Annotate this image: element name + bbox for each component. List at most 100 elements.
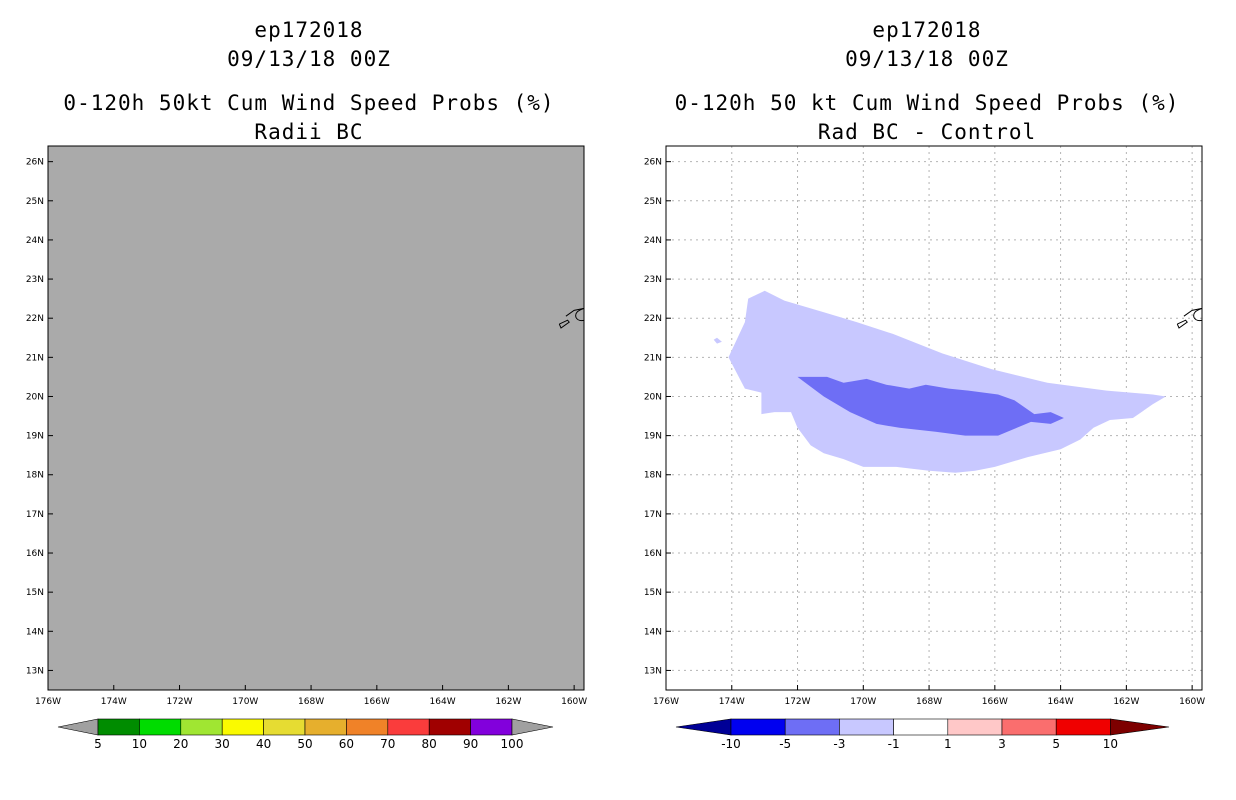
colorbar-label: 1 xyxy=(944,737,952,751)
x-tick-label: 170W xyxy=(850,697,876,707)
panel-radii-bc: ep172018 09/13/18 00Z 0-120h 50kt Cum Wi… xyxy=(26,18,587,751)
y-tick-label: 23N xyxy=(26,275,44,285)
x-tick-label: 160W xyxy=(561,697,587,707)
subtitle: Rad BC - Control xyxy=(817,120,1037,144)
product-title: 0-120h 50kt Cum Wind Speed Probs (%) xyxy=(63,91,555,115)
colorbar-box xyxy=(180,718,223,736)
colorbar-label: -3 xyxy=(833,737,845,751)
contour-region xyxy=(728,290,1166,473)
contour-region xyxy=(713,337,722,344)
coastline xyxy=(558,307,584,329)
y-tick-label: 14N xyxy=(644,627,662,637)
colorbar-label: 90 xyxy=(463,737,478,751)
y-tick-label: 25N xyxy=(26,197,44,207)
y-tick-label: 21N xyxy=(644,353,662,363)
colorbar-low-triangle xyxy=(675,718,732,736)
colorbar-box xyxy=(304,718,347,736)
colorbar-box xyxy=(1055,718,1111,736)
y-tick-label: 19N xyxy=(644,432,662,442)
coastline xyxy=(1176,307,1202,329)
colorbar-box xyxy=(428,718,471,736)
panel-rad-bc-control: ep172018 09/13/18 00Z 0-120h 50 kt Cum W… xyxy=(618,0,1236,800)
chart-rad-bc-control: 13N 14N 15N 16N 17N 18N 19N 20N 21N 22N 23N 24N 25N 2… xyxy=(644,145,1205,751)
x-tick-label: 176W xyxy=(653,697,679,707)
colorbar-box xyxy=(730,718,786,736)
colorbar-label: 50 xyxy=(297,737,312,751)
x-tick-label: 160W xyxy=(1179,697,1205,707)
contour-fill xyxy=(713,290,1166,473)
colorbar-low-triangle xyxy=(57,718,99,736)
y-tick-label: 18N xyxy=(26,471,44,481)
colorbar-label: 5 xyxy=(1052,737,1060,751)
x-tick-label: 164W xyxy=(430,697,456,707)
x-tick-label: 164W xyxy=(1048,697,1074,707)
y-tick-label: 14N xyxy=(26,627,44,637)
subtitle: Radii BC xyxy=(254,120,364,144)
x-tick-label: 172W xyxy=(166,697,192,707)
y-tick-label: 24N xyxy=(644,236,662,246)
y-tick-label: 17N xyxy=(26,510,44,520)
colorbar-label: 30 xyxy=(215,737,230,751)
y-tick-label: 22N xyxy=(26,314,44,324)
coastline-segment xyxy=(1176,319,1188,329)
colorbar-label: 100 xyxy=(501,737,524,751)
colorbar-label: 40 xyxy=(256,737,271,751)
x-tick-label: 170W xyxy=(232,697,258,707)
x-tick-label: 174W xyxy=(719,697,745,707)
colorbar-label: 60 xyxy=(339,737,354,751)
colorbar-label: 20 xyxy=(173,737,188,751)
y-tick-label: 15N xyxy=(644,588,662,598)
x-tick-label: 168W xyxy=(916,697,942,707)
colorbar-box xyxy=(947,718,1003,736)
colorbar-label: 10 xyxy=(1103,737,1118,751)
y-tick-label: 20N xyxy=(26,392,44,402)
y-tick-label: 15N xyxy=(26,588,44,598)
colorbar-box xyxy=(263,718,306,736)
plot-frame xyxy=(47,145,585,691)
colorbar-high-triangle xyxy=(511,718,554,736)
y-tick-label: 20N xyxy=(644,392,662,402)
y-tick-label: 24N xyxy=(26,236,44,246)
y-tick-label: 13N xyxy=(26,666,44,676)
x-tick-label: 166W xyxy=(364,697,390,707)
colorbar-box xyxy=(1001,718,1057,736)
plot-frame xyxy=(665,145,1203,691)
y-tick-label: 17N xyxy=(644,510,662,520)
contour-region xyxy=(797,376,1064,436)
y-tick-label: 19N xyxy=(26,432,44,442)
colorbar-box xyxy=(221,718,264,736)
colorbar-box xyxy=(784,718,840,736)
x-tick-label: 162W xyxy=(495,697,521,707)
y-tick-label: 21N xyxy=(26,353,44,363)
colorbar-label: 80 xyxy=(422,737,437,751)
y-tick-label: 13N xyxy=(644,666,662,676)
colorbar-box xyxy=(839,718,894,736)
y-tick-label: 26N xyxy=(644,158,662,168)
y-tick-label: 26N xyxy=(26,158,44,168)
y-tick-label: 25N xyxy=(644,197,662,207)
storm-id-title: ep172018 xyxy=(254,18,364,42)
date-title: 09/13/18 00Z xyxy=(845,47,1009,71)
colorbar-label: 10 xyxy=(132,737,147,751)
coastline-segment xyxy=(1183,307,1202,317)
colorbar-box xyxy=(139,718,182,736)
product-title: 0-120h 50 kt Cum Wind Speed Probs (%) xyxy=(674,91,1180,115)
y-tick-label: 22N xyxy=(644,314,662,324)
y-tick-label: 23N xyxy=(644,275,662,285)
y-tick-label: 16N xyxy=(644,549,662,559)
y-tick-label: 18N xyxy=(644,471,662,481)
x-tick-label: 174W xyxy=(101,697,127,707)
colorbar-box xyxy=(470,718,513,736)
coastline-segment xyxy=(565,307,584,317)
colorbar-label: 3 xyxy=(998,737,1006,751)
x-tick-label: 176W xyxy=(35,697,61,707)
x-tick-label: 166W xyxy=(982,697,1008,707)
colorbar-high-triangle xyxy=(1110,718,1170,736)
coastline-segment xyxy=(1193,307,1202,322)
colorbar-label: 70 xyxy=(380,737,395,751)
x-tick-label: 162W xyxy=(1113,697,1139,707)
date-title: 09/13/18 00Z xyxy=(227,47,391,71)
colorbar-box xyxy=(346,718,389,736)
colorbar-label: -5 xyxy=(779,737,791,751)
plot-area xyxy=(48,146,584,690)
